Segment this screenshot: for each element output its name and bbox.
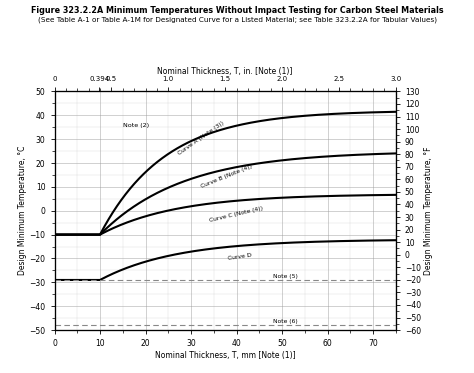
Text: Curve D: Curve D bbox=[228, 253, 252, 261]
X-axis label: Nominal Thickness, T, in. [Note (1)]: Nominal Thickness, T, in. [Note (1)] bbox=[157, 66, 293, 76]
Text: Curve B (Note (4)): Curve B (Note (4)) bbox=[200, 164, 253, 189]
Text: Note (2): Note (2) bbox=[123, 123, 149, 128]
Text: Figure 323.2.2A Minimum Temperatures Without Impact Testing for Carbon Steel Mat: Figure 323.2.2A Minimum Temperatures Wit… bbox=[31, 6, 443, 15]
Text: (See Table A-1 or Table A-1M for Designated Curve for a Listed Material; see Tab: (See Table A-1 or Table A-1M for Designa… bbox=[37, 16, 437, 23]
Y-axis label: Design Minimum Temperature, °F: Design Minimum Temperature, °F bbox=[424, 147, 433, 275]
Text: Curve A (Note (3)): Curve A (Note (3)) bbox=[177, 120, 225, 156]
Text: Note (5): Note (5) bbox=[273, 273, 298, 279]
Text: Curve C (Note (4)): Curve C (Note (4)) bbox=[209, 206, 264, 223]
Text: Note (6): Note (6) bbox=[273, 319, 298, 324]
Y-axis label: Design Minimum Temperature, °C: Design Minimum Temperature, °C bbox=[18, 146, 27, 275]
X-axis label: Nominal Thickness, T, mm [Note (1)]: Nominal Thickness, T, mm [Note (1)] bbox=[155, 351, 295, 360]
